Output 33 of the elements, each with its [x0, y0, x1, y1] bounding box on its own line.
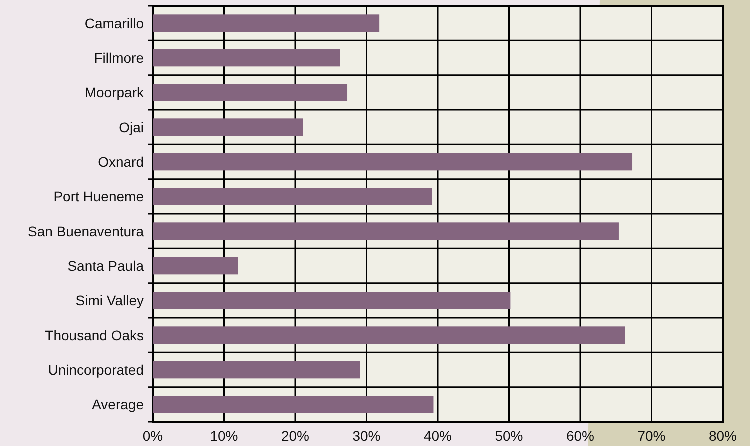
x-tick-label: 50%	[495, 428, 524, 444]
bar	[153, 14, 380, 32]
y-tick-label: Camarillo	[84, 15, 144, 32]
x-tick-label: 60%	[566, 428, 595, 444]
bar	[153, 396, 434, 414]
y-tick-label: Average	[92, 396, 144, 413]
bar	[153, 292, 511, 310]
x-tick-label: 20%	[281, 428, 310, 444]
y-tick-label: Ojai	[119, 119, 144, 136]
bar	[153, 84, 348, 102]
y-tick-label: Simi Valley	[76, 292, 144, 309]
bar	[153, 257, 238, 275]
bar	[153, 118, 304, 136]
bar	[153, 326, 626, 344]
y-tick-label: Santa Paula	[68, 258, 144, 274]
y-tick-label: Moorpark	[84, 84, 145, 101]
bar	[153, 49, 340, 67]
y-tick-label: Unincorporated	[48, 362, 144, 378]
bar	[153, 222, 619, 240]
x-tick-label: 80%	[708, 428, 738, 444]
bar	[153, 188, 432, 206]
x-tick-label: 10%	[210, 428, 238, 444]
x-tick-label: 40%	[424, 428, 452, 444]
y-tick-label: Thousand Oaks	[45, 327, 144, 344]
x-tick-label: 70%	[638, 428, 666, 444]
y-tick-label: San Buenaventura	[28, 223, 144, 240]
y-tick-label: Port Hueneme	[54, 188, 144, 205]
y-tick-label: Fillmore	[94, 50, 144, 66]
x-tick-label: 0%	[142, 428, 164, 444]
bar	[153, 361, 360, 379]
bar	[153, 153, 633, 171]
x-tick-label: 30%	[352, 428, 381, 444]
y-tick-label: Oxnard	[98, 154, 144, 170]
